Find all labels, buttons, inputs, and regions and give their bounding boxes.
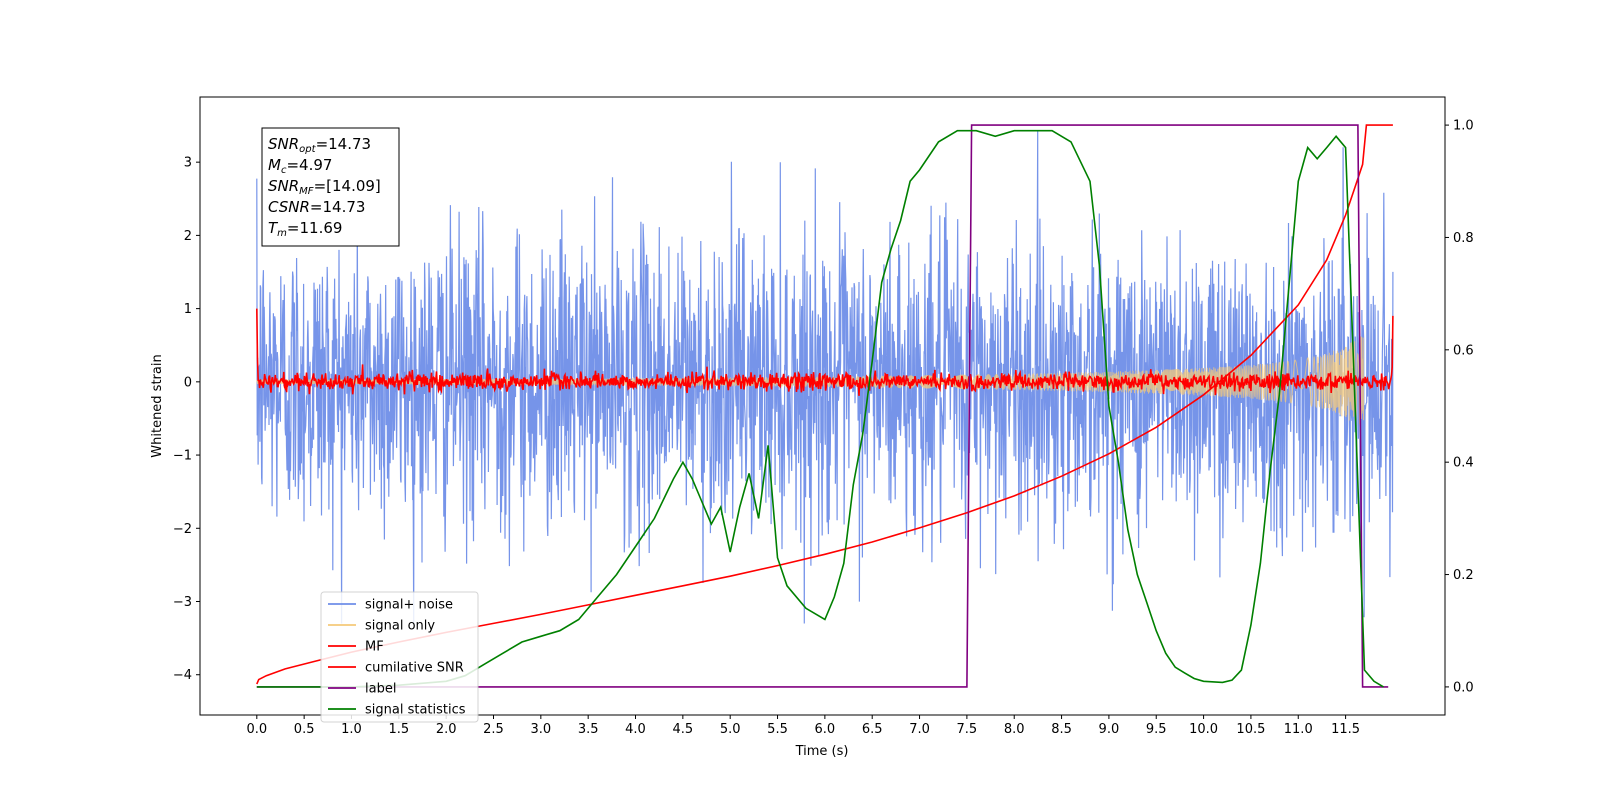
x-tick-label: 8.0 [1004, 722, 1025, 737]
x-tick-label: 3.0 [530, 722, 551, 737]
x-tick-label: 8.5 [1051, 722, 1072, 737]
x-tick-label: 2.5 [483, 722, 504, 737]
series-signal-noise [256, 130, 1394, 624]
x-tick-label: 10.5 [1236, 722, 1265, 737]
x-tick-label: 6.0 [815, 722, 836, 737]
y-axis-label: Whitened strain [150, 354, 165, 457]
legend-entry-signal-statistics: signal statistics [365, 703, 466, 718]
annotation-snr_opt: SNRopt=14.73 [268, 135, 371, 155]
annotation-value: =11.69 [287, 219, 343, 237]
plot-frame [199, 96, 1446, 716]
x-tick-label: 9.5 [1146, 722, 1167, 737]
annotation-base: M [268, 156, 281, 174]
info-box-frame [261, 127, 400, 247]
annotation-value: =[14.09] [314, 177, 381, 195]
annotation-subscript: opt [299, 144, 316, 155]
legend-entry-mf: MF [365, 640, 384, 655]
y-tick-label: 2 [184, 229, 192, 244]
annotation-value: =14.73 [310, 198, 366, 216]
annotation-csnr: CSNR=14.73 [268, 198, 365, 216]
series-signal-statistics [256, 129, 1384, 688]
y2-tick-label: 0.6 [1453, 343, 1474, 358]
x-tick-label: 0.5 [294, 722, 315, 737]
axes-layer: 0.0 0.5 1.0 1.5 2.0 2.5 3.0 3.5 4.0 4.5 5.0 5.5 6.0 6… [173, 119, 1474, 737]
x-tick-label: 4.0 [625, 722, 646, 737]
annotation-snr_mf: SNRMF=[14.09] [268, 177, 381, 197]
y-tick-label: −2 [173, 522, 192, 537]
x-tick-label: 6.5 [862, 722, 883, 737]
annotation-tm: Tm=11.69 [268, 219, 342, 239]
y2-tick-label: 0.4 [1453, 456, 1474, 471]
legend-entry-label: label [365, 682, 396, 697]
annotation-base: SNR [268, 177, 299, 195]
x-tick-label: 7.5 [957, 722, 978, 737]
x-tick-label: 1.0 [341, 722, 362, 737]
legend-entry-cumilative-snr: cumilative SNR [365, 661, 464, 676]
x-tick-label: 5.0 [720, 722, 741, 737]
series-label [256, 124, 1389, 688]
legend-entry-signal-only: signal only [365, 619, 435, 634]
legend: signal+ noise signal only MF cumilative SNR… [320, 591, 479, 723]
annotation-subscript: m [277, 228, 287, 239]
series-mf [256, 308, 1394, 396]
y-tick-label: 0 [184, 375, 192, 390]
x-tick-label: 0.0 [246, 722, 267, 737]
y-tick-label: −1 [173, 449, 192, 464]
annotation-base: T [268, 219, 279, 237]
y2-tick-label: 0.8 [1453, 231, 1474, 246]
x-tick-label: 5.5 [767, 722, 788, 737]
y-tick-label: 1 [184, 302, 192, 317]
info-box: SNRopt=14.73Mc=4.97SNRMF=[14.09]CSNR=14.… [261, 127, 400, 247]
annotation-mc: Mc=4.97 [268, 156, 332, 176]
annotation-base: SNR [268, 135, 299, 153]
x-axis-label: Time (s) [795, 744, 849, 759]
x-tick-label: 1.5 [388, 722, 409, 737]
y-tick-label: 3 [184, 156, 192, 171]
y-tick-label: −4 [173, 668, 192, 683]
y2-tick-label: 1.0 [1453, 119, 1474, 134]
x-tick-label: 10.0 [1189, 722, 1218, 737]
annotation-base: CSNR [268, 198, 310, 216]
legend-frame [320, 591, 479, 723]
y2-tick-label: 0.2 [1453, 568, 1474, 583]
x-tick-label: 3.5 [578, 722, 599, 737]
legend-entry-signal-noise: signal+ noise [365, 598, 453, 613]
x-tick-label: 4.5 [673, 722, 694, 737]
annotation-subscript: MF [299, 186, 314, 197]
x-tick-label: 7.0 [909, 722, 930, 737]
x-tick-label: 2.0 [436, 722, 457, 737]
x-tick-label: 11.5 [1331, 722, 1360, 737]
y-tick-label: −3 [173, 595, 192, 610]
annotation-value: =4.97 [286, 156, 332, 174]
y2-tick-label: 0.0 [1453, 680, 1474, 695]
annotation-subscript: c [281, 165, 287, 176]
annotation-value: =14.73 [316, 135, 372, 153]
x-tick-label: 9.0 [1099, 722, 1120, 737]
x-tick-label: 11.0 [1284, 722, 1313, 737]
